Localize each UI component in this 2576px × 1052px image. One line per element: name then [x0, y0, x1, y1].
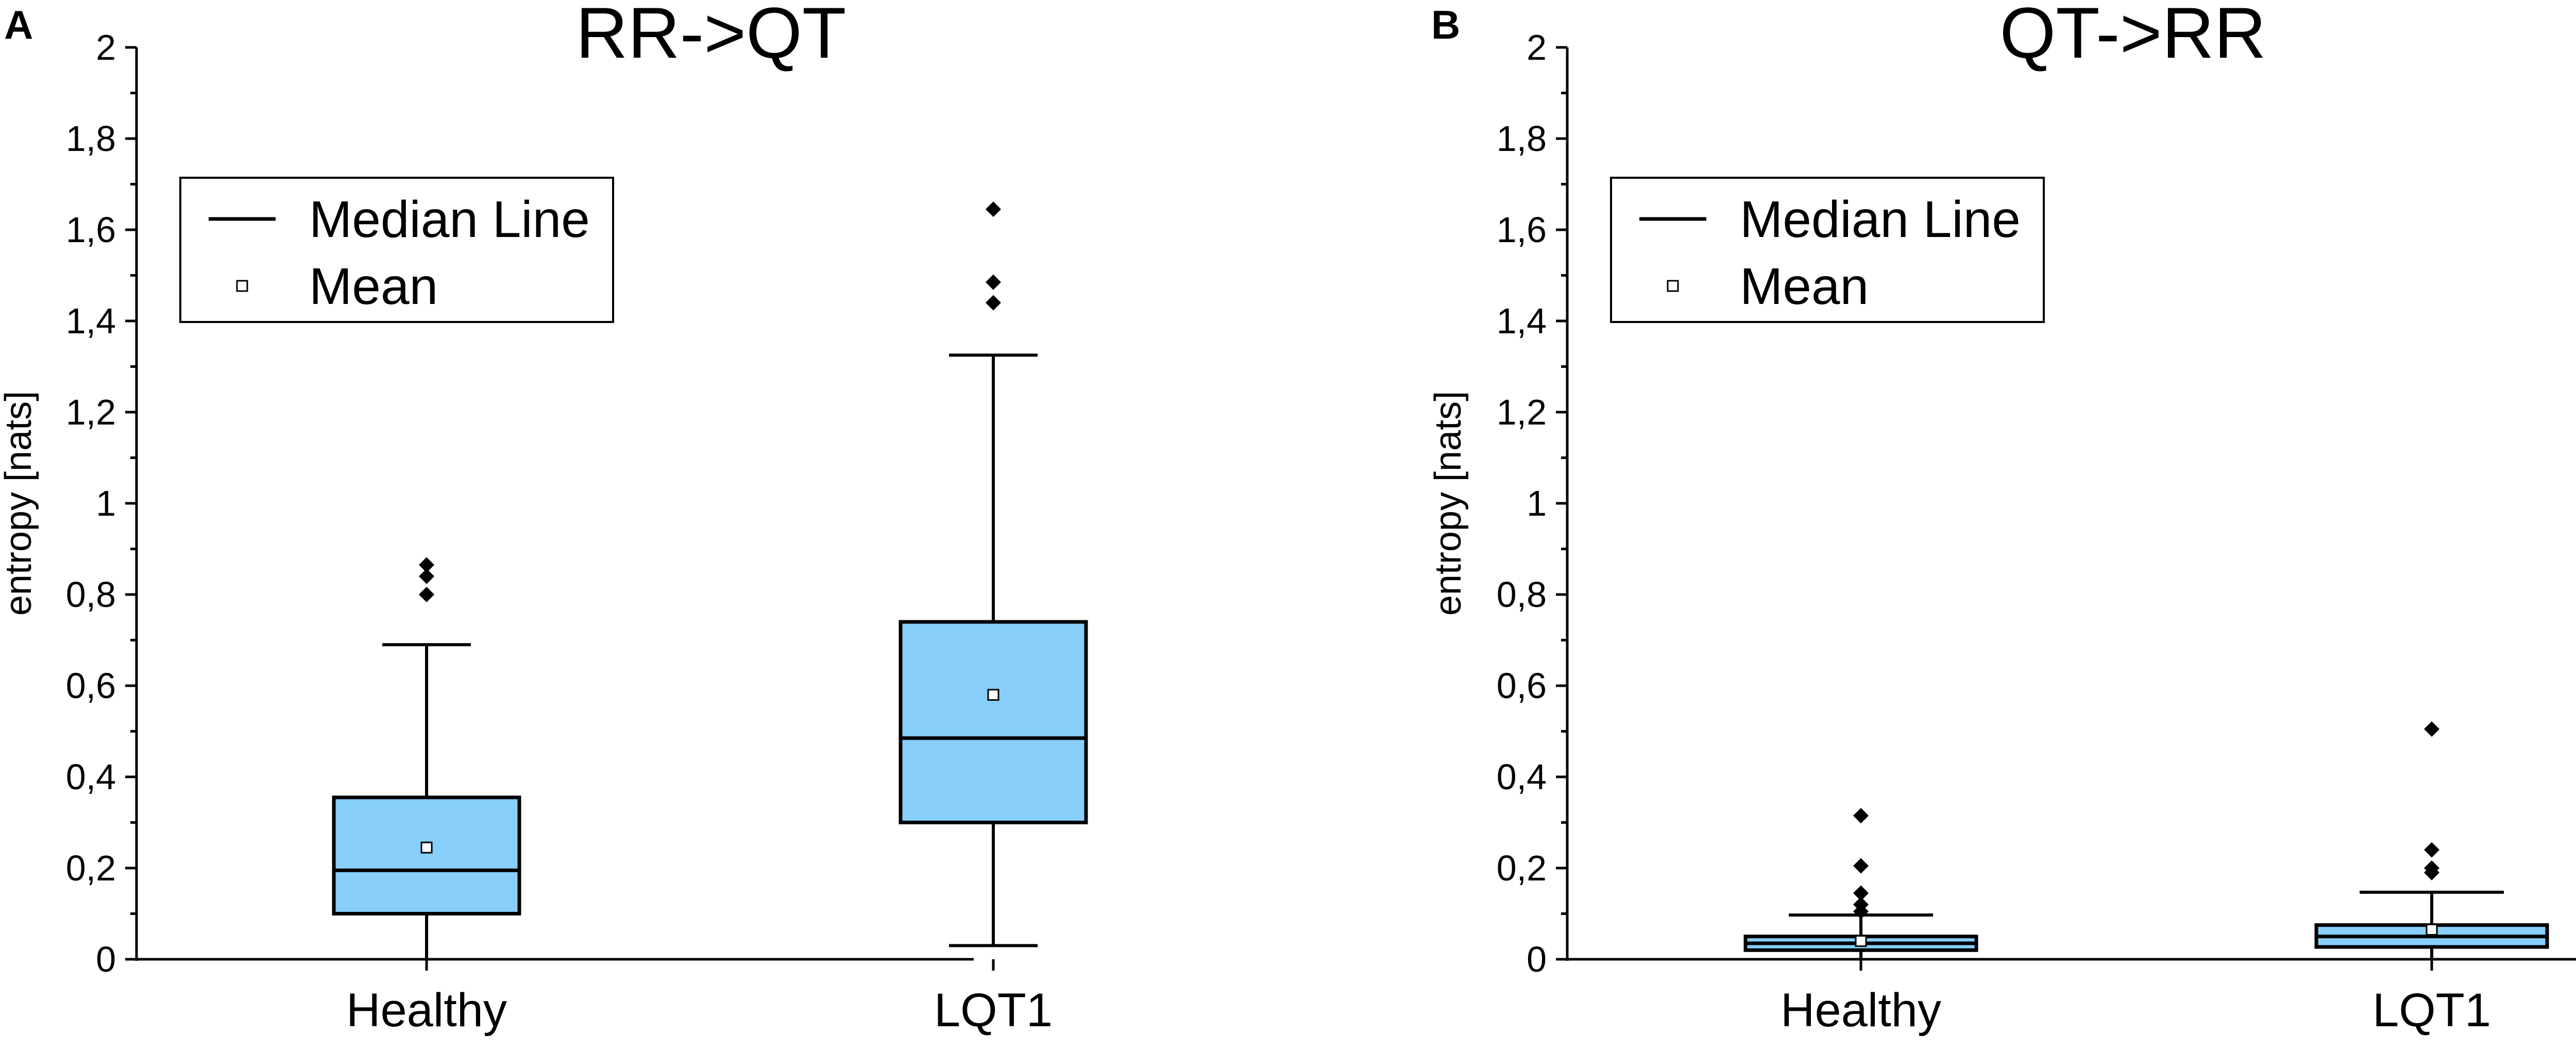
mean-marker: [2426, 923, 2438, 936]
iqr-box: [899, 620, 1088, 824]
panel-letter-b: B: [1431, 2, 1460, 47]
x-tick-label-lqt1-a: LQT1: [934, 984, 1053, 1037]
y-tick-label-a: 1: [96, 483, 116, 523]
legend-frame: [1610, 177, 2045, 323]
y-tick-label-a: 0,6: [66, 666, 116, 706]
box-group-healthy-b: Healthy: [1743, 808, 1978, 1037]
box-group-healthy-a: Healthy: [332, 557, 521, 1037]
outlier-point: [986, 201, 1001, 217]
y-tick-label-b: 2: [1527, 27, 1547, 67]
y-tick-label-a: 1,6: [66, 210, 116, 250]
y-tick-label-a: 0,2: [66, 848, 116, 888]
iqr-box: [332, 795, 521, 915]
chart-title-a: RR->QT: [576, 0, 846, 73]
mean-marker: [420, 841, 433, 854]
outlier-point: [1853, 896, 1869, 912]
outlier-point: [1853, 858, 1869, 874]
legend-a: Median Line Mean: [179, 177, 614, 323]
outlier-point: [1853, 885, 1869, 901]
chart-title-b: QT->RR: [1999, 0, 2266, 73]
y-tick-label-a: 1,2: [66, 392, 116, 432]
y-tick-label-a: 2: [96, 27, 116, 67]
y-axis-label-b: entropy [nats]: [1428, 391, 1469, 616]
outlier-point: [2424, 721, 2439, 737]
outlier-point: [2424, 860, 2439, 876]
box-group-lqt1-a: LQT1: [899, 201, 1088, 1037]
x-tick-label-healthy-b: Healthy: [1781, 984, 1941, 1037]
legend-entry-mean: Mean: [309, 258, 438, 315]
x-tick-label-healthy-a: Healthy: [346, 984, 507, 1037]
panel-letter-a: A: [4, 2, 33, 47]
panel-a: A RR->QT entropy [nats] 0 0,2 0,4 0,6 0,8 1 1,2 1,…: [0, 0, 1088, 1037]
outlier-point: [986, 295, 1001, 311]
outlier-point: [986, 274, 1001, 290]
outlier-point: [2424, 842, 2439, 858]
y-tick-label-a: 1,8: [66, 118, 116, 159]
y-tick-label-b: 0,6: [1497, 666, 1547, 706]
y-tick-label-a: 0: [96, 939, 116, 979]
legend-entry-mean: Mean: [1740, 258, 1869, 315]
outlier-point: [419, 557, 434, 573]
y-tick-label-a: 1,4: [66, 301, 116, 341]
legend-entry-median-line: Median Line: [309, 191, 590, 248]
mean-marker: [1855, 935, 1867, 947]
legend-frame: [179, 177, 614, 323]
mean-marker: [987, 689, 999, 701]
y-tick-label-b: 1,8: [1497, 118, 1547, 159]
y-tick-label-b: 0,4: [1497, 757, 1547, 797]
y-tick-label-a: 0,4: [66, 757, 116, 797]
y-tick-label-b: 0: [1527, 939, 1547, 979]
outlier-point: [1853, 808, 1869, 824]
y-tick-label-b: 0,8: [1497, 574, 1547, 615]
x-tick-label-lqt1-b: LQT1: [2372, 984, 2491, 1037]
outlier-point: [419, 587, 434, 602]
y-tick-label-b: 1: [1527, 483, 1547, 523]
y-tick-label-b: 1,2: [1497, 392, 1547, 432]
y-tick-label-a: 0,8: [66, 574, 116, 615]
legend-entry-median-line: Median Line: [1740, 191, 2021, 248]
y-tick-label-b: 1,4: [1497, 301, 1547, 341]
legend-mean-swatch: [1667, 280, 1679, 292]
box-group-lqt1-b: LQT1: [2314, 721, 2549, 1037]
legend-mean-swatch: [236, 280, 248, 292]
legend-b: Median Line Mean: [1610, 177, 2045, 323]
panel-b: B QT->RR entropy [nats] 0 0,2 0,4 0,6 0,8 1 1,2 1,…: [1428, 0, 2576, 1037]
y-tick-label-b: 1,6: [1497, 210, 1547, 250]
y-tick-label-b: 0,2: [1497, 848, 1547, 888]
y-axis-label-a: entropy [nats]: [0, 391, 39, 616]
outlier-point: [419, 568, 434, 584]
